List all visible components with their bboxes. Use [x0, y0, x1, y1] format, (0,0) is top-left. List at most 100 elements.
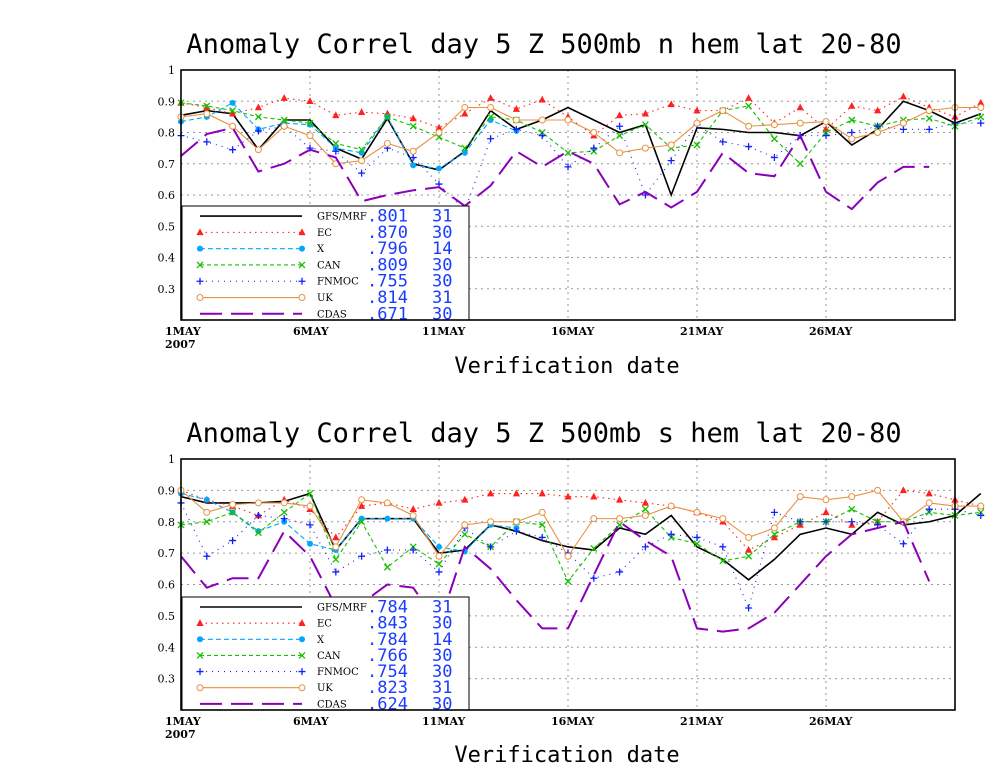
marker-circle — [487, 104, 495, 111]
marker-dot — [197, 245, 203, 252]
marker-circle — [512, 518, 520, 526]
marker-circle — [693, 508, 701, 516]
legend-count: 14 — [432, 630, 452, 650]
x-tick-label: 11MAY — [422, 715, 465, 728]
marker-plus — [229, 537, 237, 545]
marker-triangle — [254, 103, 262, 111]
marker-circle — [745, 122, 753, 130]
marker-circle — [203, 110, 211, 118]
marker-x — [383, 113, 391, 121]
legend-count: 30 — [432, 614, 452, 634]
marker-circle — [512, 116, 520, 124]
marker-plus — [487, 135, 495, 143]
plot-frame — [180, 69, 956, 321]
legend-count: 30 — [432, 272, 452, 292]
marker-plus — [203, 552, 211, 560]
marker-plus — [229, 146, 237, 154]
marker-x — [796, 160, 804, 168]
marker-dot — [436, 543, 442, 550]
marker-plus — [822, 132, 830, 140]
legend-entry: CAN .809 30 — [196, 255, 452, 275]
marker-plus — [435, 568, 443, 576]
marker-circle — [822, 496, 830, 504]
marker-plus — [667, 157, 675, 165]
legend-series-name: CAN — [317, 260, 341, 271]
marker-x — [641, 505, 649, 513]
legend-score: .823 — [367, 678, 408, 698]
marker-circle — [358, 157, 366, 165]
marker-x — [203, 102, 211, 110]
legend-entry: FNMOC .754 30 — [196, 662, 452, 682]
marker-dot — [229, 99, 236, 106]
marker-triangle — [332, 111, 340, 119]
legend-count: 31 — [432, 207, 452, 227]
marker-plus — [899, 125, 907, 133]
marker-x — [770, 530, 778, 538]
legend-series-name: GFS/MRF — [317, 212, 367, 223]
marker-dot — [358, 149, 365, 156]
series-x — [178, 99, 520, 172]
legend-box — [181, 205, 470, 321]
marker-circle — [641, 144, 649, 152]
marker-circle — [358, 496, 366, 504]
marker-plus — [512, 125, 520, 133]
marker-triangle — [770, 533, 778, 541]
marker-plus — [590, 574, 598, 582]
y-tick-label: 0.7 — [158, 158, 176, 171]
marker-plus — [538, 132, 546, 140]
marker-plus — [719, 543, 727, 551]
marker-x — [461, 530, 469, 538]
legend-entry: UK .814 31 — [196, 288, 452, 308]
marker-circle — [977, 104, 985, 111]
marker-x — [298, 261, 306, 269]
marker-triangle — [616, 495, 624, 503]
marker-x — [196, 261, 204, 269]
legend-score: .755 — [367, 272, 408, 292]
marker-plus — [925, 505, 933, 513]
series-gfs-mrf — [180, 492, 982, 581]
marker-triangle — [745, 545, 753, 553]
marker-circle — [306, 132, 314, 140]
legend-count: 30 — [432, 223, 452, 243]
legend-entry: X .784 14 — [197, 630, 452, 650]
marker-circle — [848, 135, 856, 143]
plot-frame — [180, 458, 956, 711]
marker-dot — [436, 165, 442, 172]
marker-circle — [899, 119, 907, 127]
marker-circle — [298, 684, 306, 692]
y-tick-label: 0.7 — [158, 547, 176, 560]
y-tick-label: 0.5 — [158, 220, 176, 233]
legend-series-name: GFS/MRF — [317, 603, 367, 614]
marker-circle — [280, 122, 288, 130]
marker-triangle — [298, 228, 306, 236]
marker-plus — [822, 518, 830, 526]
legend-score: .754 — [367, 662, 408, 682]
marker-circle — [770, 524, 778, 532]
legend-series-name: UK — [317, 683, 333, 694]
marker-circle — [590, 515, 598, 523]
marker-circle — [641, 511, 649, 519]
marker-triangle — [461, 109, 469, 117]
legend-score: .784 — [367, 630, 408, 650]
marker-triangle — [848, 101, 856, 109]
marker-circle — [306, 502, 314, 510]
series-fnmoc — [177, 119, 985, 215]
legend-count: 30 — [432, 304, 452, 324]
marker-plus — [298, 277, 306, 285]
marker-x — [229, 508, 237, 516]
marker-triangle — [641, 109, 649, 117]
series-fnmoc — [177, 499, 985, 612]
marker-triangle — [641, 498, 649, 506]
marker-plus — [332, 147, 340, 155]
series-can — [177, 490, 985, 585]
marker-plus — [977, 511, 985, 519]
marker-triangle — [667, 100, 675, 108]
y-tick-label: 0.5 — [158, 610, 176, 623]
marker-circle — [196, 294, 204, 302]
marker-plus — [280, 515, 288, 523]
marker-x — [203, 518, 211, 526]
series-line — [180, 492, 981, 583]
y-tick-label: 1 — [168, 64, 175, 77]
y-tick-label: 0.8 — [158, 127, 176, 140]
